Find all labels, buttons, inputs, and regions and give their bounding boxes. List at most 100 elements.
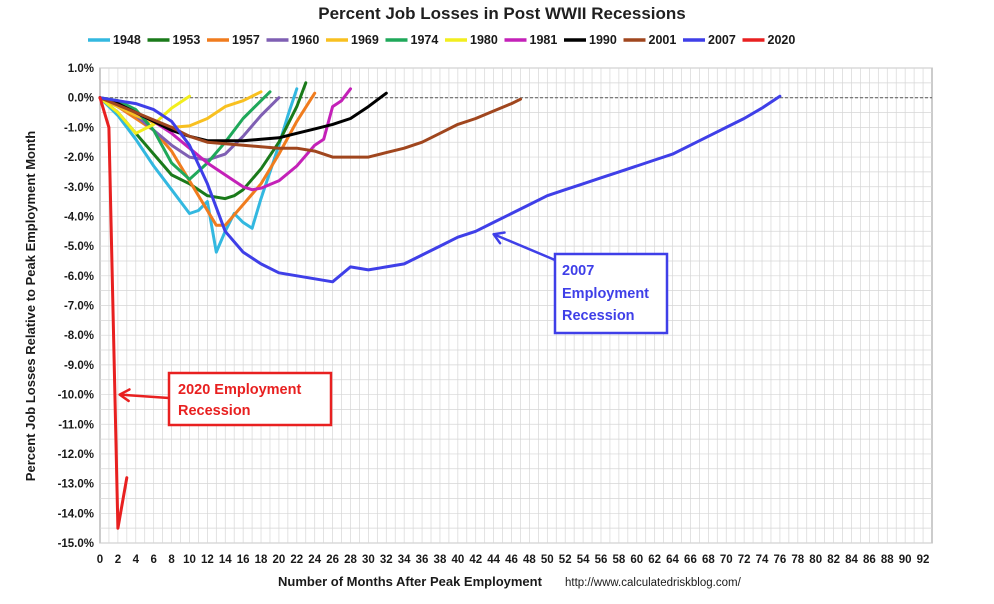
legend-label-1981: 1981 bbox=[530, 33, 558, 47]
y-tick-label: -7.0% bbox=[64, 301, 94, 313]
y-tick-label: 1.0% bbox=[68, 63, 94, 75]
annotation-arrow-head bbox=[492, 231, 506, 245]
y-tick-label: -11.0% bbox=[58, 419, 94, 431]
annotation-arrow-head bbox=[118, 388, 131, 403]
legend-label-1990: 1990 bbox=[589, 33, 617, 47]
x-tick-label: 68 bbox=[702, 554, 715, 566]
y-tick-label: -4.0% bbox=[64, 211, 94, 223]
series-line-1980 bbox=[98, 94, 191, 135]
legend-label-1960: 1960 bbox=[292, 33, 320, 47]
x-tick-label: 44 bbox=[487, 554, 500, 566]
legend-label-1969: 1969 bbox=[351, 33, 379, 47]
x-tick-label: 6 bbox=[150, 554, 156, 566]
legend-label-1974: 1974 bbox=[411, 33, 439, 47]
x-tick-label: 74 bbox=[756, 554, 769, 566]
source-url: http://www.calculatedriskblog.com/ bbox=[565, 577, 742, 589]
y-tick-label: 0.0% bbox=[68, 93, 94, 105]
x-tick-label: 82 bbox=[827, 554, 840, 566]
series-line-1969 bbox=[98, 90, 263, 129]
y-tick-label: -2.0% bbox=[64, 152, 94, 164]
y-tick-label: -10.0% bbox=[58, 390, 94, 402]
annotation-arrow-line bbox=[493, 233, 556, 262]
y-tick-label: -12.0% bbox=[58, 449, 94, 461]
series-line-2007 bbox=[98, 94, 782, 284]
x-tick-label: 86 bbox=[863, 554, 876, 566]
x-tick-label: 90 bbox=[899, 554, 912, 566]
annotation-arrow-line bbox=[119, 393, 170, 400]
x-tick-label: 56 bbox=[595, 554, 608, 566]
chart-title: Percent Job Losses in Post WWII Recessio… bbox=[318, 4, 686, 23]
y-tick-label: -14.0% bbox=[58, 508, 94, 520]
x-tick-label: 32 bbox=[380, 554, 393, 566]
x-tick-label: 20 bbox=[273, 554, 286, 566]
legend-label-1948: 1948 bbox=[113, 33, 141, 47]
x-tick-label: 78 bbox=[791, 554, 804, 566]
x-tick-label: 12 bbox=[201, 554, 214, 566]
legend-label-1980: 1980 bbox=[470, 33, 498, 47]
x-tick-label: 18 bbox=[255, 554, 268, 566]
x-tick-label: 0 bbox=[97, 554, 103, 566]
y-tick-label: -15.0% bbox=[58, 538, 94, 550]
x-tick-label: 50 bbox=[541, 554, 554, 566]
x-tick-label: 62 bbox=[648, 554, 661, 566]
annotation-text: 2007 bbox=[562, 263, 594, 279]
annotation-text: Recession bbox=[178, 403, 251, 419]
x-tick-label: 34 bbox=[398, 554, 411, 566]
annotation-box bbox=[553, 252, 669, 335]
x-tick-label: 58 bbox=[612, 554, 625, 566]
x-tick-label: 66 bbox=[684, 554, 697, 566]
y-axis-label: Percent Job Losses Relative to Peak Empl… bbox=[23, 131, 38, 481]
x-tick-label: 4 bbox=[133, 554, 140, 566]
x-tick-label: 10 bbox=[183, 554, 196, 566]
x-tick-label: 70 bbox=[720, 554, 733, 566]
x-tick-label: 46 bbox=[505, 554, 518, 566]
x-tick-label: 26 bbox=[326, 554, 339, 566]
x-tick-label: 80 bbox=[809, 554, 822, 566]
x-tick-label: 28 bbox=[344, 554, 357, 566]
series-line-2001 bbox=[98, 96, 522, 159]
x-tick-label: 36 bbox=[416, 554, 429, 566]
x-tick-label: 72 bbox=[738, 554, 751, 566]
x-tick-label: 84 bbox=[845, 554, 858, 566]
x-tick-label: 88 bbox=[881, 554, 894, 566]
annotation-text: 2020 Employment bbox=[178, 382, 301, 398]
y-tick-label: -3.0% bbox=[64, 182, 94, 194]
x-tick-label: 14 bbox=[219, 554, 232, 566]
x-tick-label: 76 bbox=[774, 554, 787, 566]
y-tick-label: -13.0% bbox=[58, 479, 94, 491]
y-tick-label: -6.0% bbox=[64, 271, 94, 283]
legend: 1948 1953 1957 1960 1969 1974 1980 1981 1990 2001… bbox=[88, 33, 795, 47]
x-tick-label: 54 bbox=[577, 554, 590, 566]
x-tick-label: 52 bbox=[559, 554, 572, 566]
x-tick-label: 64 bbox=[666, 554, 679, 566]
series-line-1957 bbox=[98, 91, 317, 227]
x-tick-label: 92 bbox=[917, 554, 930, 566]
x-tick-label: 30 bbox=[362, 554, 375, 566]
legend-label-2020: 2020 bbox=[768, 33, 796, 47]
y-tick-label: -5.0% bbox=[64, 241, 94, 253]
y-tick-label: -1.0% bbox=[64, 122, 94, 134]
x-tick-label: 24 bbox=[308, 554, 321, 566]
y-tick-label: -9.0% bbox=[64, 360, 94, 372]
legend-label-2001: 2001 bbox=[649, 33, 677, 47]
legend-label-1957: 1957 bbox=[232, 33, 260, 47]
x-tick-label: 8 bbox=[168, 554, 175, 566]
series-line-2020 bbox=[98, 96, 129, 530]
series-line-1974 bbox=[98, 90, 272, 181]
legend-label-2007: 2007 bbox=[708, 33, 736, 47]
x-axis-label: Number of Months After Peak Employment bbox=[278, 574, 543, 589]
x-tick-label: 42 bbox=[469, 554, 482, 566]
y-tick-label: -8.0% bbox=[64, 330, 94, 342]
plot-area: 1.0% 0.0% -1.0% -2.0% -3.0% -4.0% -5.0% -6.0% -7… bbox=[58, 63, 933, 566]
x-tick-label: 38 bbox=[434, 554, 447, 566]
legend-label-1953: 1953 bbox=[173, 33, 201, 47]
annotation-text: Recession bbox=[562, 308, 635, 324]
annotation-text: Employment bbox=[562, 286, 649, 302]
x-tick-label: 60 bbox=[630, 554, 643, 566]
x-tick-label: 48 bbox=[523, 554, 536, 566]
x-tick-label: 22 bbox=[290, 554, 303, 566]
x-tick-label: 2 bbox=[115, 554, 121, 566]
annotation-box bbox=[167, 371, 333, 427]
x-tick-label: 40 bbox=[451, 554, 464, 566]
